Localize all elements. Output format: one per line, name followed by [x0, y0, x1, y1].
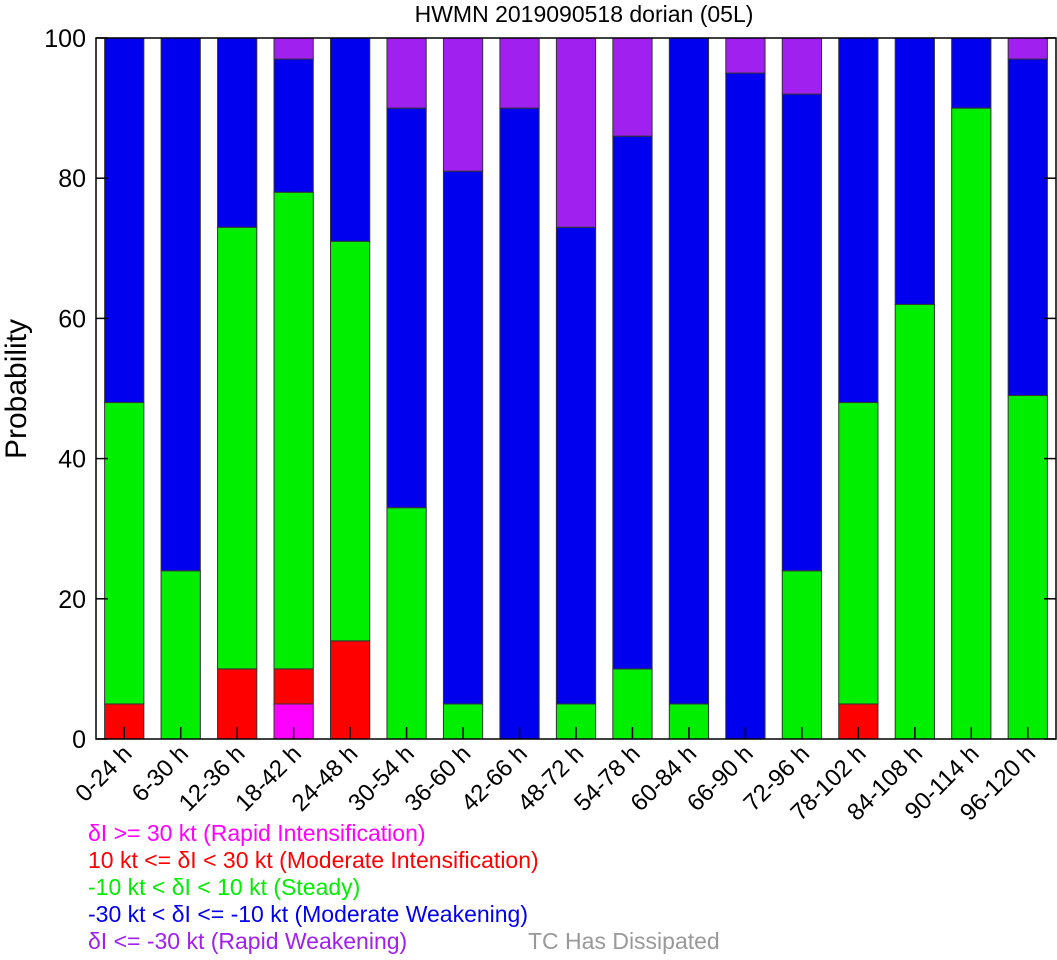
- bar-segment-30-54h-s3: [386, 107, 427, 509]
- bar-segment-72-96h-s2: [781, 570, 823, 740]
- bar-segment-84-108h-s2: [894, 303, 935, 740]
- bar-segment-12-36h-s3: [217, 37, 258, 228]
- bar-segment-72-96h-s3: [781, 93, 823, 572]
- legend-item-4: δI <= -30 kt (Rapid Weakening): [88, 928, 408, 954]
- plot-frame: [95, 37, 1057, 740]
- bar-segment-24-48h-s2: [329, 240, 371, 642]
- bar-segment-6-30h-s2: [160, 570, 201, 740]
- bar-segment-0-24h-s3: [104, 37, 145, 404]
- chart-title: HWMN 2019090518 dorian (05L): [415, 1, 754, 27]
- bar-segment-96-120h-s4: [1007, 37, 1048, 60]
- y-tick-label: 60: [58, 305, 86, 333]
- y-axis-label: Probability: [0, 319, 33, 459]
- legend-item-2: -10 kt < δI < 10 kt (Steady): [88, 874, 361, 900]
- bar-segment-42-66h-s4: [499, 37, 540, 109]
- y-tick-label: 80: [58, 165, 86, 193]
- bar-segment-96-120h-s3: [1007, 58, 1048, 397]
- bar-segment-36-60h-s4: [442, 37, 484, 172]
- bar-segment-6-30h-s3: [160, 37, 201, 572]
- legend-item-3: -30 kt < δI <= -10 kt (Moderate Weakenin…: [88, 901, 529, 927]
- bar-segment-24-48h-s1: [329, 640, 371, 740]
- bar-segment-78-102h-s3: [838, 37, 879, 404]
- bar-segment-48-72h-s4: [555, 37, 597, 228]
- bar-segment-54-78h-s4: [612, 37, 653, 137]
- bar-segment-30-54h-s2: [386, 507, 427, 740]
- bar-segment-66-90h-s4: [725, 37, 766, 74]
- y-tick-label: 40: [58, 446, 86, 474]
- bar-segment-42-66h-s3: [499, 107, 540, 740]
- bar-segment-96-120h-s2: [1007, 395, 1048, 740]
- bar-segment-48-72h-s3: [555, 226, 597, 705]
- legend-item-1: 10 kt <= δI < 30 kt (Moderate Intensific…: [88, 847, 539, 873]
- y-tick-label: 20: [58, 586, 86, 614]
- bar-segment-18-42h-s3: [273, 58, 314, 193]
- bar-segment-18-42h-s2: [273, 191, 314, 670]
- bar-segment-18-42h-s4: [273, 37, 314, 60]
- y-tick-label: 100: [44, 25, 86, 53]
- bar-segment-78-102h-s2: [838, 402, 879, 705]
- bar-segment-66-90h-s3: [725, 72, 766, 740]
- bar-segment-54-78h-s3: [612, 135, 653, 670]
- bar-group: [104, 37, 1048, 740]
- x-axis-ticks: 0-24 h6-30 h12-36 h18-42 h24-48 h30-54 h…: [70, 727, 1041, 826]
- bar-segment-24-48h-s3: [329, 37, 371, 242]
- legend: δI >= 30 kt (Rapid Intensification) 10 kt…: [88, 820, 539, 955]
- bar-segment-72-96h-s4: [781, 37, 823, 95]
- bar-segment-12-36h-s2: [217, 226, 258, 670]
- bar-segment-36-60h-s3: [442, 170, 484, 705]
- bar-segment-0-24h-s2: [104, 402, 145, 705]
- bar-segment-90-114h-s3: [951, 37, 992, 109]
- y-tick-label: 0: [72, 726, 86, 754]
- bar-segment-84-108h-s3: [894, 37, 935, 305]
- legend-item-0: δI >= 30 kt (Rapid Intensification): [88, 820, 426, 846]
- bar-segment-60-84h-s3: [668, 37, 710, 705]
- bar-segment-18-42h-s1: [273, 668, 314, 705]
- bar-segment-30-54h-s4: [386, 37, 427, 109]
- legend-tc-dissipated: TC Has Dissipated: [528, 928, 720, 954]
- bar-segment-90-114h-s2: [951, 107, 992, 740]
- y-axis-ticks: 0 20 40 60 80 100: [44, 25, 1056, 754]
